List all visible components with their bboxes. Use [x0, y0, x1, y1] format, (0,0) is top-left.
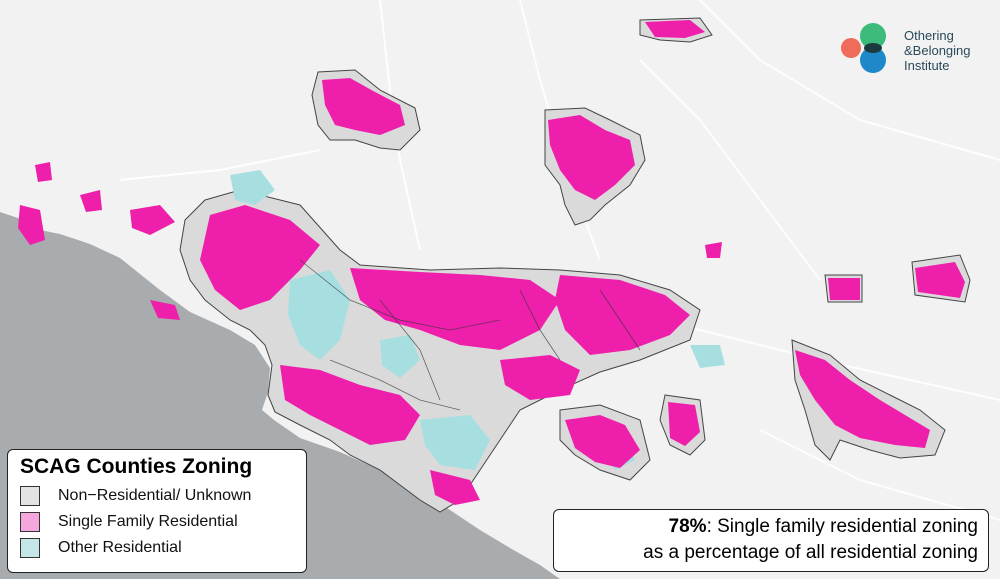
- legend-swatch-nonresidential: [20, 486, 40, 506]
- legend-label-nonresidential: Non−Residential/ Unknown: [58, 487, 252, 504]
- legend-swatch-single-family: [20, 512, 40, 532]
- stat-line-2: as a percentage of all residential zonin…: [643, 542, 978, 563]
- stat-text-1: : Single family residential zoning: [706, 516, 978, 537]
- legend-title: SCAG Counties Zoning: [20, 455, 253, 478]
- logo-line-1: Othering: [904, 28, 954, 43]
- logo-text: Othering &Belonging Institute: [904, 28, 971, 73]
- legend-label-single-family: Single Family Residential: [58, 513, 238, 530]
- institute-logo: Othering &Belonging Institute: [838, 20, 988, 80]
- stat-line-1: 78%: Single family residential zoning: [554, 514, 978, 540]
- jurisdiction-boundaries: [299, 259, 641, 411]
- stat-value: 78%: [668, 516, 707, 537]
- legend-item-single-family: Single Family Residential: [20, 511, 238, 533]
- logo-line-2: &Belonging: [904, 43, 971, 58]
- single-family-areas: [18, 20, 965, 520]
- statistic-callout: 78%: Single family residential zoning as…: [553, 509, 989, 572]
- legend-swatch-other-residential: [20, 538, 40, 558]
- legend-item-other-residential: Other Residential: [20, 537, 182, 559]
- legend-label-other-residential: Other Residential: [58, 539, 182, 556]
- map-legend: SCAG Counties Zoning Non−Residential/ Un…: [7, 449, 307, 573]
- logo-line-3: Institute: [904, 58, 950, 73]
- legend-item-nonresidential: Non−Residential/ Unknown: [20, 485, 251, 507]
- logo-circle-red: [841, 38, 861, 58]
- logo-circle-blue: [860, 47, 886, 73]
- logo-circle-green: [860, 23, 886, 49]
- logo-mark: [841, 23, 886, 73]
- logo-overlap: [864, 43, 882, 53]
